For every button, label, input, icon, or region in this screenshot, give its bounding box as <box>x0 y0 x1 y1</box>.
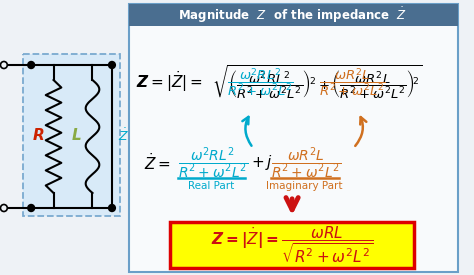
Bar <box>128 4 457 26</box>
Text: $\dfrac{\omega^2 R L^2}{R^2+\omega^2 L^2}$: $\dfrac{\omega^2 R L^2}{R^2+\omega^2 L^2… <box>227 66 294 98</box>
Text: $\dfrac{\omega R^2 L}{R^2+\omega^2 L^2}$: $\dfrac{\omega R^2 L}{R^2+\omega^2 L^2}$ <box>271 145 341 181</box>
Circle shape <box>0 205 7 211</box>
Circle shape <box>109 62 115 68</box>
Text: $+\,j$: $+\,j$ <box>251 153 273 172</box>
Text: $\dot{Z}$: $\dot{Z}$ <box>118 128 129 144</box>
Text: $\sqrt{\left(\dfrac{\omega^2 R L^2}{R^2+\omega^2 L^2}\right)^{\!2}+\left(\dfrac{: $\sqrt{\left(\dfrac{\omega^2 R L^2}{R^2+… <box>212 63 423 101</box>
Text: $\dfrac{\omega R^2 L}{R^2+\omega^2 L^2}$: $\dfrac{\omega R^2 L}{R^2+\omega^2 L^2}$ <box>319 66 386 98</box>
Text: Real Part: Real Part <box>188 181 235 191</box>
Text: $\dfrac{\omega^2 R L^2}{R^2+\omega^2 L^2}$: $\dfrac{\omega^2 R L^2}{R^2+\omega^2 L^2… <box>178 145 248 181</box>
Text: Magnitude  $\mathit{Z}$  of the impedance  $\dot{Z}$: Magnitude $\mathit{Z}$ of the impedance … <box>178 5 408 25</box>
Circle shape <box>28 205 35 211</box>
Text: L: L <box>72 128 82 144</box>
Circle shape <box>109 205 115 211</box>
Text: R: R <box>33 128 45 144</box>
Circle shape <box>28 62 35 68</box>
Text: Imaginary Part: Imaginary Part <box>266 181 343 191</box>
Text: $\boldsymbol{Z} = |\dot{Z}| =$: $\boldsymbol{Z} = |\dot{Z}| =$ <box>137 70 203 95</box>
Bar <box>128 4 457 272</box>
Text: $\dot{Z} =$: $\dot{Z} =$ <box>144 153 171 174</box>
Circle shape <box>0 62 7 68</box>
FancyBboxPatch shape <box>23 54 120 216</box>
Text: $\boldsymbol{Z = |\dot{Z}| = \dfrac{\omega RL}{\sqrt{R^2+\omega^2 L^2}}}$: $\boldsymbol{Z = |\dot{Z}| = \dfrac{\ome… <box>211 225 374 265</box>
Bar <box>170 222 414 268</box>
